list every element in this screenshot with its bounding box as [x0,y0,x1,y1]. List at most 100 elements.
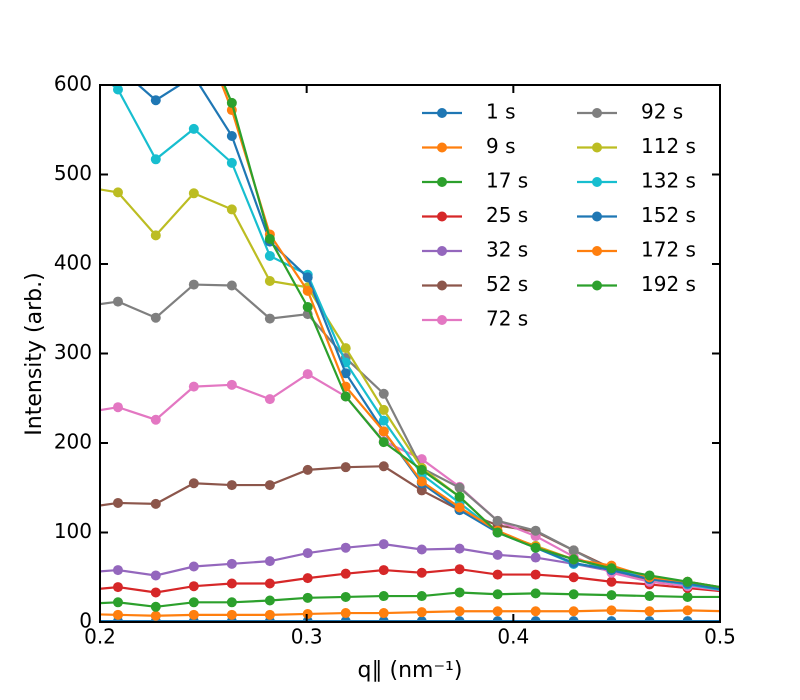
series-marker [189,71,199,81]
series-marker [189,8,199,18]
series-marker [721,583,731,593]
series-marker [416,464,427,475]
series-marker [530,542,541,553]
series-marker [378,388,389,399]
series-marker [568,545,579,556]
series-marker [226,204,237,215]
legend-marker [592,280,602,291]
series-marker [644,616,655,622]
series-marker [492,515,503,526]
series-marker [492,606,503,617]
series-marker [721,586,731,596]
series-marker [264,480,275,491]
series-marker [226,97,237,108]
series-marker [226,480,237,491]
series-marker [530,588,541,599]
series-marker [75,302,85,312]
series-marker [416,616,427,622]
series-marker [226,131,237,142]
series-marker [682,616,693,622]
legend-label: 52 s [486,272,528,296]
series-marker [378,404,389,415]
x-tick-label: 0.3 [291,625,323,649]
x-axis-label: q∥ (nm⁻¹) [358,658,463,683]
series-marker [150,312,161,323]
series-marker [264,556,275,567]
y-tick-label: 100 [54,519,92,543]
series-marker [416,591,427,602]
series-marker [530,552,541,563]
series-marker [188,123,199,134]
series-marker [188,188,199,199]
series-marker [302,369,313,380]
series-marker [226,558,237,569]
series-marker [721,587,731,597]
series-marker [75,586,85,596]
legend-marker [437,211,447,222]
series-marker [492,527,503,538]
legend-label: 1 s [486,100,516,124]
legend-label: 32 s [486,238,528,262]
series-marker [112,85,123,95]
series-marker [721,585,731,595]
y-tick-label: 400 [54,251,92,275]
series-marker [378,415,389,426]
series-marker [454,502,465,513]
plot-area [75,0,731,622]
series-marker [340,591,351,602]
y-axis-label: Intensity (arb.) [22,272,47,435]
series-marker [721,586,731,596]
series-marker [378,461,389,472]
series-line [100,568,720,594]
series-line [100,188,720,590]
series-marker [606,563,617,574]
legend-marker [437,142,447,153]
series-marker [112,187,123,198]
series-marker [530,616,541,622]
series-marker [150,601,161,612]
series-marker [112,296,123,307]
legend-marker [592,246,602,256]
series-marker [492,549,503,560]
series-marker [264,394,275,405]
y-tick-label: 200 [54,430,92,454]
series-marker [721,583,731,593]
series-marker [340,542,351,553]
legend-marker [592,211,602,222]
series-marker [492,616,503,622]
series-marker [188,478,199,489]
series-marker [378,539,389,550]
y-tick-label: 500 [54,161,92,185]
series-marker [492,589,503,600]
series-marker [226,157,237,168]
series-marker [264,250,275,261]
series-marker [416,485,427,496]
legend-label: 25 s [486,203,528,227]
series-marker [682,605,693,616]
series-marker [454,564,465,575]
legend-label: 92 s [641,100,683,124]
series-marker [112,565,123,576]
series-line [100,283,720,589]
series-marker [416,607,427,618]
series-marker [150,570,161,581]
series-marker [530,525,541,536]
series-marker [416,476,427,487]
series-marker [378,616,389,622]
legend-marker [592,142,602,153]
legend-label: 72 s [486,307,528,331]
series-marker [151,0,161,1]
series-marker [340,391,351,402]
series-marker [682,591,693,602]
series-marker [644,606,655,617]
series-marker [340,568,351,579]
series-marker [568,616,579,622]
series-marker [378,565,389,576]
series-marker [530,569,541,580]
series-marker [150,610,161,621]
y-tick-label: 300 [54,340,92,364]
series-marker [302,592,313,603]
series-marker [340,462,351,473]
legend-marker [437,280,447,291]
